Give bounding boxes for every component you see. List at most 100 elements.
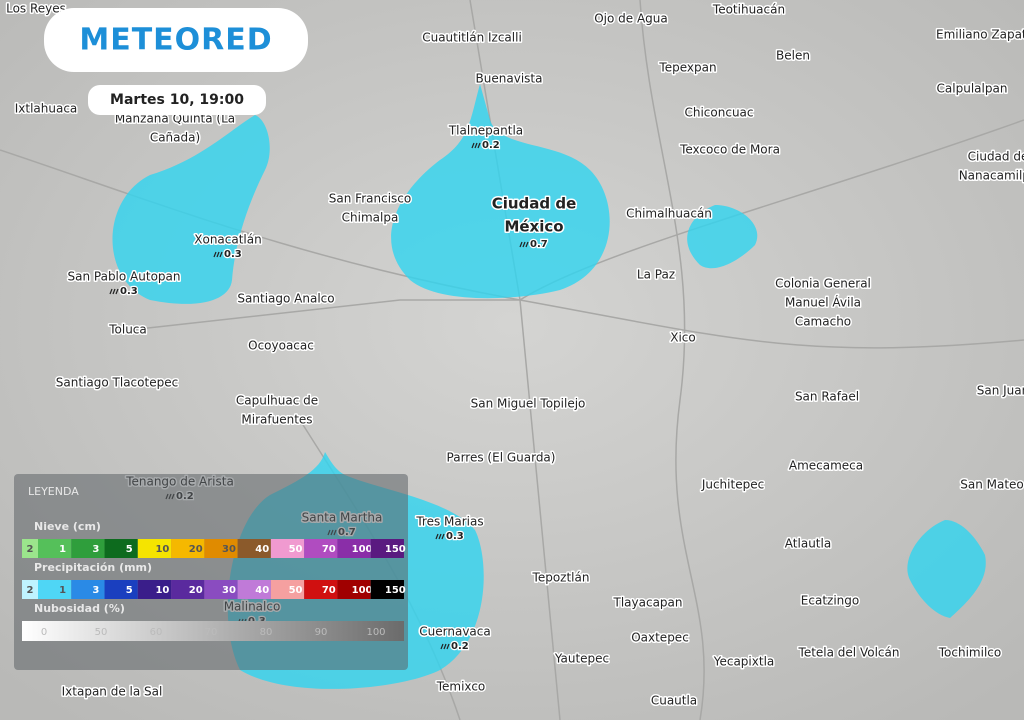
- place-label: Ciudad de: [968, 150, 1024, 164]
- legend-swatch: [137, 580, 172, 599]
- legend-snow-title: Nieve (cm): [34, 520, 101, 533]
- place-label: Calpulalpan: [937, 82, 1008, 96]
- place-label: Chimalpa: [342, 211, 399, 225]
- rain-icon: [109, 288, 119, 295]
- place-label: Ecatzingo: [801, 594, 859, 608]
- logo-box: [44, 8, 308, 72]
- legend-step: 0: [41, 627, 47, 638]
- legend-step: 70: [322, 544, 336, 555]
- place-label: Santiago Tlacotepec: [56, 376, 178, 390]
- place-label: Texcoco de Mora: [679, 143, 780, 157]
- place-label: Chiconcuac: [684, 106, 753, 120]
- place-label: Camacho: [795, 315, 851, 329]
- legend-step: 80: [260, 627, 273, 638]
- place-label: San Pablo Autopan: [68, 270, 181, 284]
- legend-swatch: [38, 580, 72, 599]
- legend-step: 40: [255, 544, 269, 555]
- legend-step: 20: [189, 544, 203, 555]
- place-label: San Francisco: [329, 192, 411, 206]
- legend-swatch: [370, 580, 404, 599]
- rain-amount: 0.3: [224, 249, 242, 260]
- legend-swatch: [137, 539, 172, 558]
- legend-swatch: [38, 539, 72, 558]
- place-label: Emiliano Zapata: [936, 28, 1024, 42]
- legend-step: 10: [155, 544, 169, 555]
- place-label: Tlalnepantla: [448, 124, 523, 138]
- legend-step: 150: [385, 544, 406, 555]
- place-label: Tepoztlán: [532, 571, 590, 585]
- legend-step: 10: [155, 585, 169, 596]
- legend-precip-title: Precipitación (mm): [34, 561, 152, 574]
- place-label: Ciudad de: [492, 195, 577, 213]
- logo: METEORED: [79, 23, 272, 58]
- legend-swatch: [22, 539, 38, 558]
- rain-amount: 0.2: [451, 641, 469, 652]
- legend-swatch: [171, 539, 205, 558]
- place-label: Manuel Ávila: [785, 295, 861, 310]
- legend-step: 40: [255, 585, 269, 596]
- place-label: Tochimilco: [938, 646, 1001, 660]
- legend-step: 100: [352, 585, 373, 596]
- legend-step: 2: [27, 544, 34, 555]
- legend-swatch: [270, 580, 305, 599]
- place-label: Juchitepec: [701, 478, 764, 492]
- place-label: San Juan: [977, 384, 1024, 398]
- legend-cloud-title: Nubosidad (%): [34, 602, 125, 615]
- place-label: Cañada): [150, 131, 200, 145]
- legend-swatch: [104, 539, 138, 558]
- legend-swatch: [204, 539, 238, 558]
- legend-step: 3: [92, 544, 99, 555]
- datetime: Martes 10, 19:00: [110, 92, 244, 108]
- legend-step: 70: [322, 585, 336, 596]
- legend-swatch: [104, 580, 138, 599]
- place-label: México: [504, 218, 563, 236]
- legend-step: 100: [352, 544, 373, 555]
- rain-icon: [435, 533, 445, 540]
- place-label: Ojo de Agua: [594, 12, 668, 26]
- place-label: Oaxtepec: [631, 631, 689, 645]
- cloud-scale: [22, 621, 404, 641]
- place-label: Tepexpan: [658, 61, 716, 75]
- legend-step: 20: [189, 585, 203, 596]
- legend-step: 1: [59, 544, 66, 555]
- place-label: Chimalhuacán: [626, 207, 712, 221]
- place-label: Xico: [670, 331, 696, 345]
- place-label: Yautepec: [554, 652, 609, 666]
- place-label: Tetela del Volcán: [798, 646, 900, 660]
- rain-icon: [519, 241, 529, 248]
- legend-step: 60: [150, 627, 163, 638]
- place-label: Mirafuentes: [241, 413, 312, 427]
- legend-step: 50: [289, 585, 303, 596]
- legend-step: 30: [222, 585, 236, 596]
- place-label: Cuernavaca: [419, 625, 490, 639]
- place-label: San Miguel Topilejo: [471, 397, 586, 411]
- legend-step: 1: [59, 585, 66, 596]
- place-label: Temixco: [436, 680, 486, 694]
- place-label: La Paz: [637, 268, 675, 282]
- legend-step: 2: [27, 585, 34, 596]
- legend-swatch: [237, 539, 271, 558]
- legend-swatch: [204, 580, 238, 599]
- legend-swatch: [337, 539, 371, 558]
- legend-step: 3: [92, 585, 99, 596]
- place-label: Xonacatlán: [194, 233, 261, 247]
- legend-swatch: [22, 580, 38, 599]
- legend-step: 30: [222, 544, 236, 555]
- rain-amount: 0.3: [446, 531, 464, 542]
- place-label: Cuautla: [651, 694, 697, 708]
- place-label: Parres (El Guarda): [447, 451, 556, 465]
- legend-swatch: [237, 580, 271, 599]
- place-label: Buenavista: [476, 72, 543, 86]
- rain-icon: [213, 251, 223, 258]
- legend-step: 150: [385, 585, 406, 596]
- legend-swatch: [304, 539, 338, 558]
- place-label: Los Reyes: [6, 2, 66, 16]
- place-label: Santiago Analco: [237, 292, 334, 306]
- place-label: Ixtlahuaca: [15, 102, 78, 116]
- place-label: San Mateo: [960, 478, 1024, 492]
- legend: LEYENDA Nieve (cm) Precipitación (mm) Nu…: [14, 474, 408, 670]
- legend-step: 100: [366, 627, 385, 638]
- legend-swatch: [370, 539, 404, 558]
- rain-icon: [440, 643, 450, 650]
- legend-swatch: [71, 580, 105, 599]
